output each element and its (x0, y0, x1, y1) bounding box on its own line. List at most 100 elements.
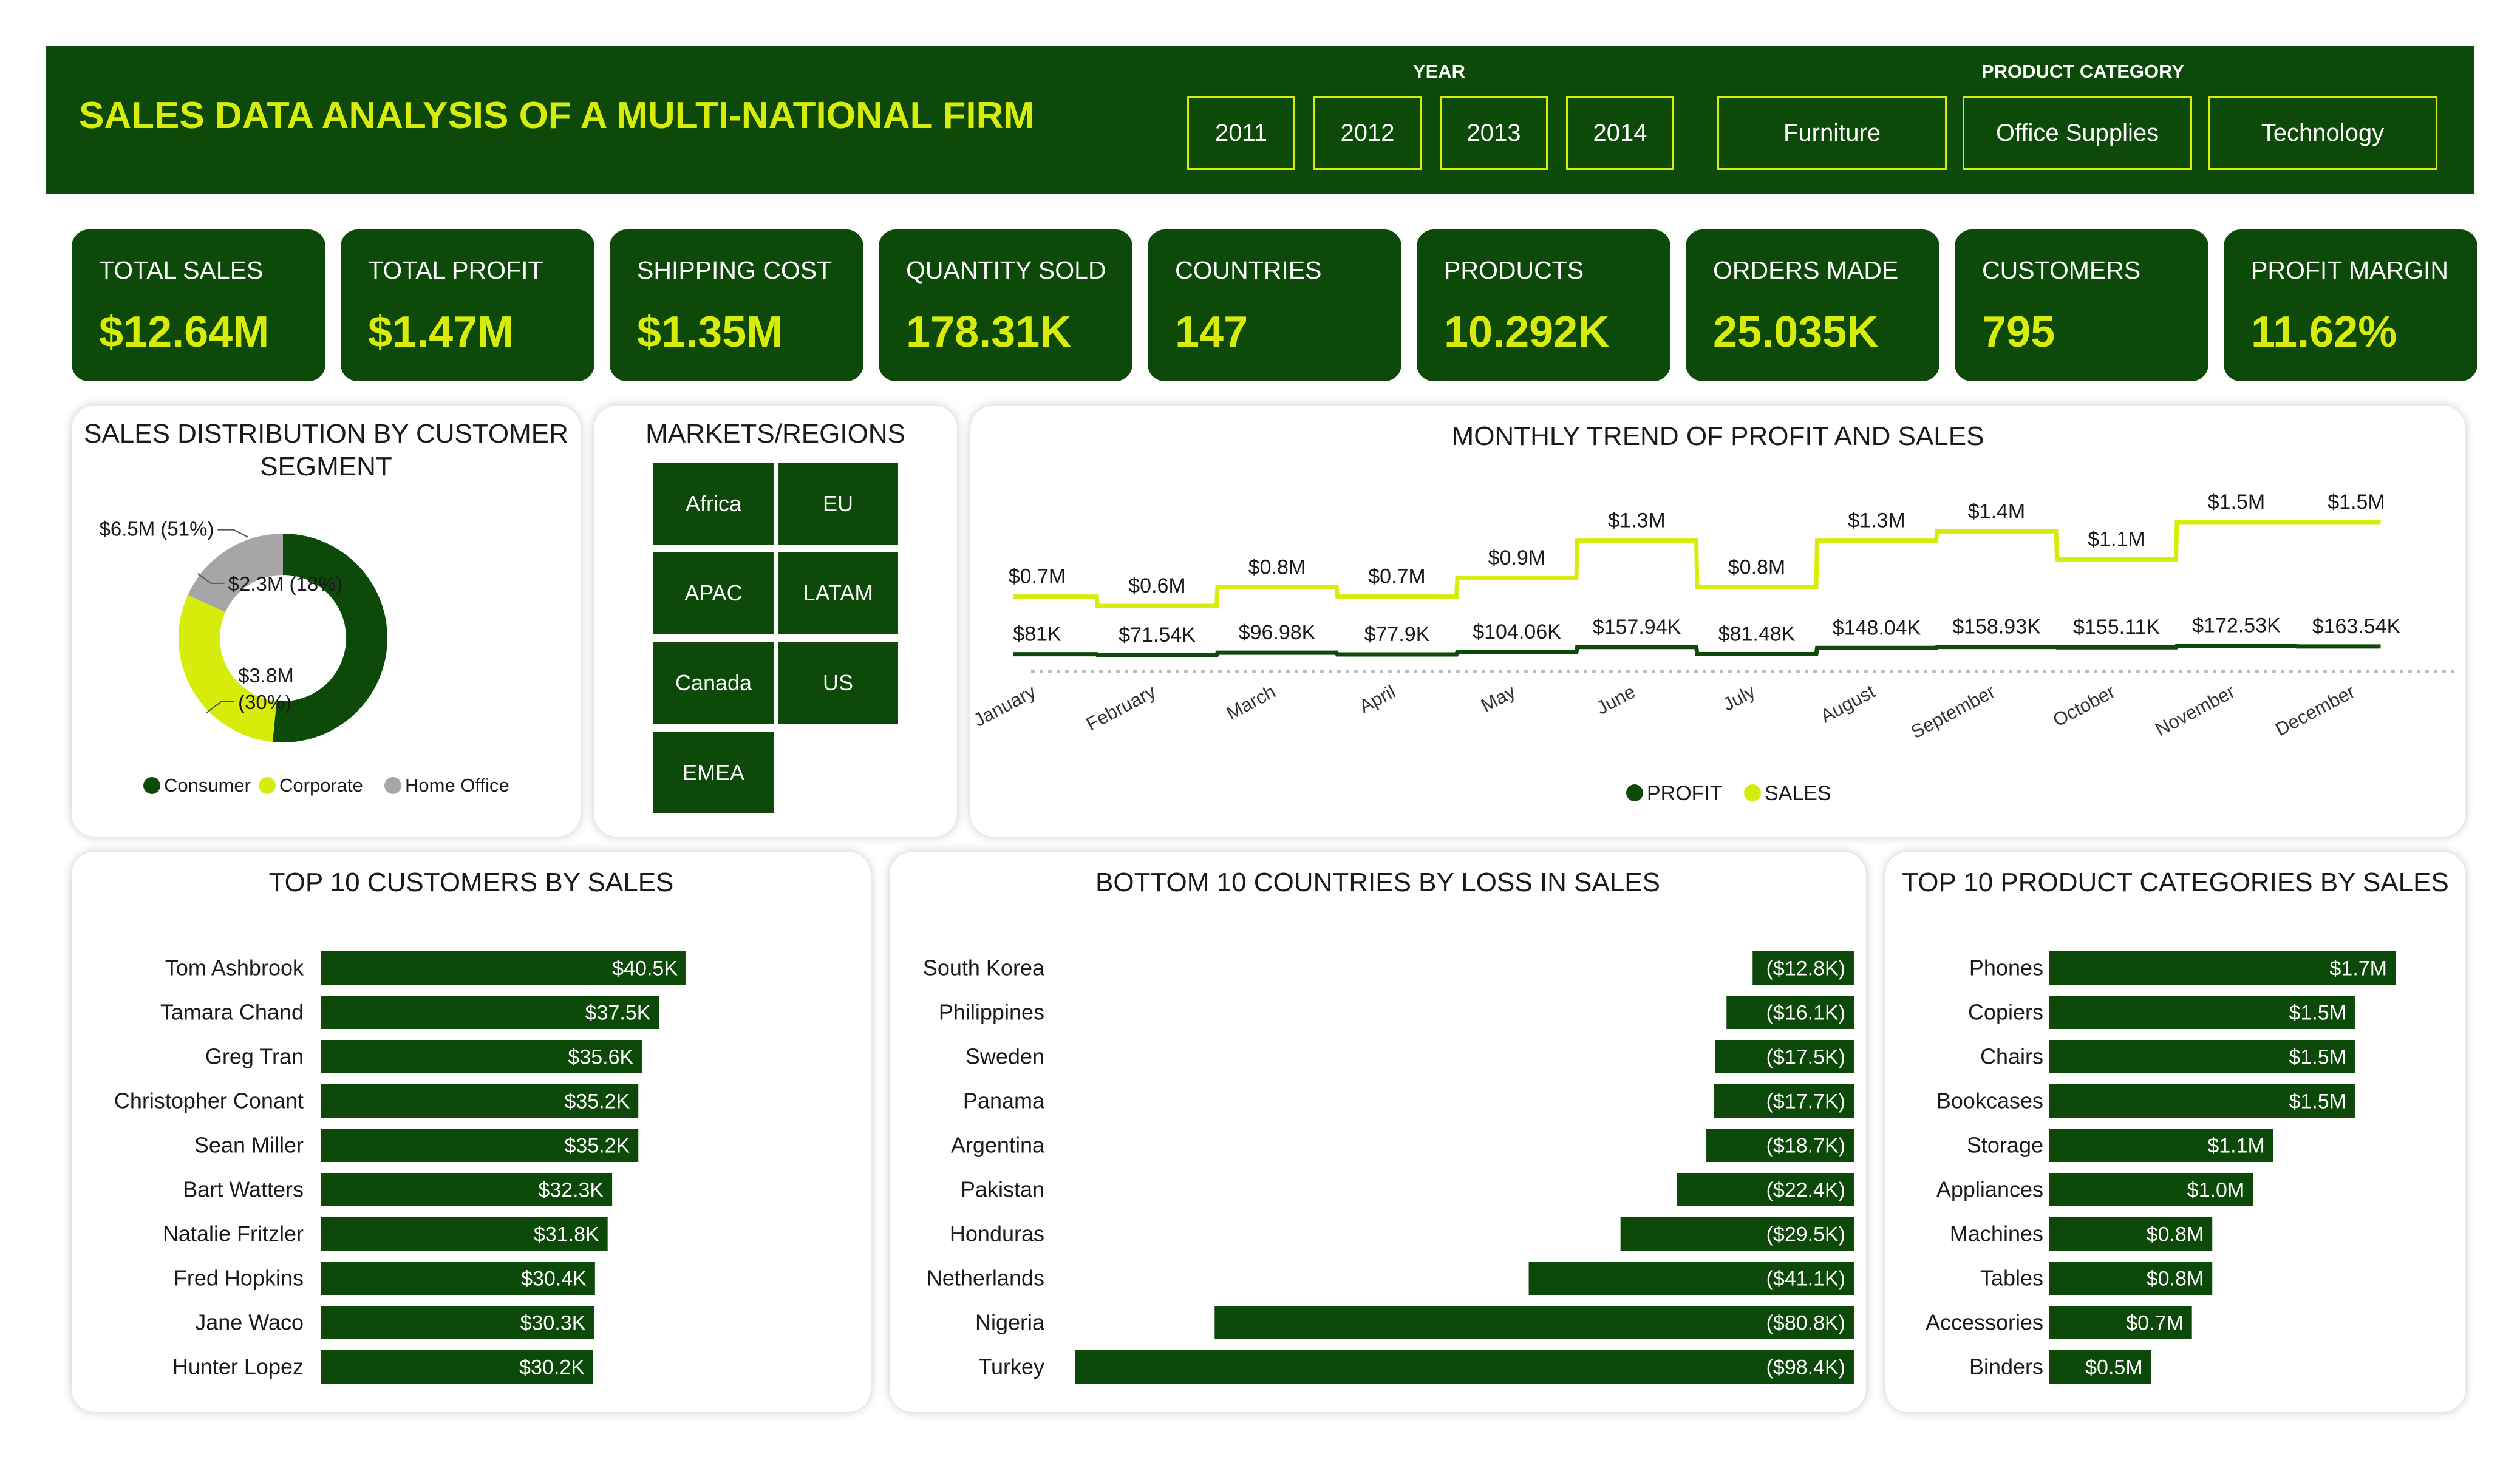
bar-data-label: $35.6K (568, 1046, 633, 1069)
y-tick-label: Pakistan (961, 1177, 1044, 1202)
bar-copiers (2049, 996, 2355, 1029)
bar-chairs (2049, 1040, 2355, 1073)
x-tick-label: May (1477, 681, 1519, 716)
countries-bar-chart: South Korea ($12.8K) Philippines ($16.1K) Sw… (923, 951, 1854, 1384)
year-button-2011[interactable]: 2011 (1187, 96, 1295, 170)
bar-tables (2049, 1262, 2213, 1295)
kpi-customers: CUSTOMERS 795 (1955, 229, 2208, 381)
bar-pakistan (1677, 1173, 1854, 1206)
kpi-label: PROFIT MARGIN (2251, 256, 2448, 284)
data-label-profit: $96.98K (1239, 621, 1316, 644)
data-label-sales: $0.8M (1248, 555, 1306, 579)
market-emea[interactable]: EMEA (653, 732, 774, 813)
dashboard-title: SALES DATA ANALYSIS OF A MULTI-NATIONAL … (79, 95, 1035, 137)
series-line-profit (1013, 644, 2381, 657)
y-tick-label: Chairs (1980, 1044, 2043, 1069)
bar-data-label: ($22.4K) (1766, 1179, 1845, 1202)
y-tick-label: Greg Tran (205, 1044, 304, 1069)
category-button-furniture[interactable]: Furniture (1717, 96, 1947, 170)
category-button-technology[interactable]: Technology (2208, 96, 2437, 170)
data-label-profit: $71.54K (1119, 623, 1196, 647)
year-button-2012[interactable]: 2012 (1313, 96, 1422, 170)
x-tick-label: October (2049, 681, 2119, 731)
bar-data-label: $1.5M (2289, 1090, 2346, 1113)
bar-machines (2049, 1217, 2213, 1251)
data-label-profit: $172.53K (2192, 614, 2281, 637)
bar-data-label: $1.5M (2289, 1046, 2346, 1069)
market-eu[interactable]: EU (778, 463, 898, 545)
kpi-shipping-cost: SHIPPING COST $1.35M (610, 229, 863, 381)
bar-honduras (1620, 1217, 1854, 1251)
legend-label-profit: PROFIT (1647, 782, 1723, 805)
x-tick-label: August (1817, 681, 1879, 727)
y-tick-label: Machines (1950, 1221, 2043, 1246)
market-canada[interactable]: Canada (653, 642, 774, 724)
y-tick-label: Turkey (978, 1354, 1044, 1379)
bar-data-label: ($80.8K) (1766, 1312, 1845, 1335)
bar-data-label: ($18.7K) (1766, 1135, 1845, 1158)
kpi-profit-margin: PROFIT MARGIN 11.62% (2224, 229, 2477, 381)
market-africa[interactable]: Africa (653, 463, 774, 545)
y-tick-label: Tom Ashbrook (165, 956, 304, 980)
bar-data-label: $30.2K (519, 1356, 585, 1379)
data-label-sales: $1.3M (1608, 509, 1666, 532)
donut-label-consumer: $6.5M (51%) (100, 518, 214, 540)
kpi-value: 178.31K (906, 308, 1072, 356)
y-tick-label: Christopher Conant (114, 1089, 304, 1113)
year-button-2013[interactable]: 2013 (1440, 96, 1548, 170)
data-label-sales: $1.5M (2208, 491, 2266, 514)
data-label-sales: $1.1M (2088, 528, 2145, 551)
bar-jane-waco (321, 1306, 594, 1339)
x-tick-label: April (1356, 681, 1399, 717)
y-tick-label: Panama (963, 1089, 1045, 1113)
customers-card: TOP 10 CUSTOMERS BY SALES Tom Ashbrook $4… (72, 852, 871, 1412)
x-tick-label: March (1223, 681, 1279, 724)
x-tick-label: February (1083, 681, 1159, 735)
trend-card-title: MONTHLY TREND OF PROFIT AND SALES (1451, 421, 1984, 451)
bar-panama (1714, 1084, 1854, 1118)
bar-storage (2049, 1129, 2273, 1162)
segment-donut-chart: $6.5M (51%) $3.8M (30%) $2.3M (18%) Consumer… (100, 518, 509, 796)
y-tick-label: Natalie Fritzler (163, 1221, 304, 1246)
bar-data-label: ($41.1K) (1766, 1268, 1845, 1291)
bar-bart-watters (321, 1173, 613, 1206)
year-slicer-title: YEAR (1412, 61, 1466, 82)
donut-slice-corporate (178, 595, 277, 742)
legend-label-consumer: Consumer (164, 775, 251, 796)
bar-data-label: $37.5K (585, 1002, 651, 1025)
bar-philippines (1726, 996, 1854, 1029)
bar-data-label: $32.3K (538, 1179, 604, 1202)
segment-card-title-line2: SEGMENT (260, 452, 392, 481)
trend-line-chart: $81K $71.54K $96.98K $77.9K $104.06K $157.94K… (970, 491, 2457, 805)
bar-sean-miller (321, 1129, 639, 1162)
legend-label-home-office: Home Office (405, 775, 509, 796)
countries-card: BOTTOM 10 COUNTRIES BY LOSS IN SALES Sou… (890, 852, 1866, 1412)
y-tick-label: Binders (1969, 1354, 2043, 1379)
bar-data-label: ($29.5K) (1766, 1223, 1845, 1246)
data-label-sales: $0.9M (1488, 546, 1546, 569)
products-bar-chart: Phones $1.7M Copiers $1.5M Chairs $1.5M Bookca… (1926, 951, 2396, 1384)
bar-data-label: $0.5M (2085, 1356, 2143, 1379)
donut-label-corporate-percent: (30%) (238, 691, 291, 713)
kpi-label: QUANTITY SOLD (906, 256, 1106, 284)
category-button-office-supplies[interactable]: Office Supplies (1963, 96, 2192, 170)
kpi-total-sales: TOTAL SALES $12.64M (72, 229, 325, 381)
market-us[interactable]: US (778, 642, 898, 724)
bar-data-label: ($17.7K) (1766, 1090, 1845, 1113)
bar-data-label: ($16.1K) (1766, 1002, 1845, 1025)
markets-card: MARKETS/REGIONS Africa EU APAC LATAM Can… (594, 406, 957, 837)
data-label-profit: $148.04K (1833, 616, 1921, 639)
data-label-sales: $1.3M (1848, 509, 1905, 532)
kpi-label: TOTAL PROFIT (368, 256, 543, 284)
market-apac[interactable]: APAC (653, 552, 774, 634)
bar-natalie-fritzler (321, 1217, 608, 1251)
y-tick-label: Tamara Chand (160, 1000, 304, 1025)
series-line-sales (1013, 520, 2381, 608)
kpi-label: CUSTOMERS (1982, 256, 2141, 284)
year-button-2014[interactable]: 2014 (1566, 96, 1674, 170)
data-label-profit: $157.94K (1593, 616, 1681, 639)
y-tick-label: Sweden (965, 1044, 1044, 1069)
market-latam[interactable]: LATAM (778, 552, 898, 634)
y-tick-label: Jane Waco (195, 1310, 304, 1335)
category-slicer-title: PRODUCT CATEGORY (1981, 61, 2185, 82)
